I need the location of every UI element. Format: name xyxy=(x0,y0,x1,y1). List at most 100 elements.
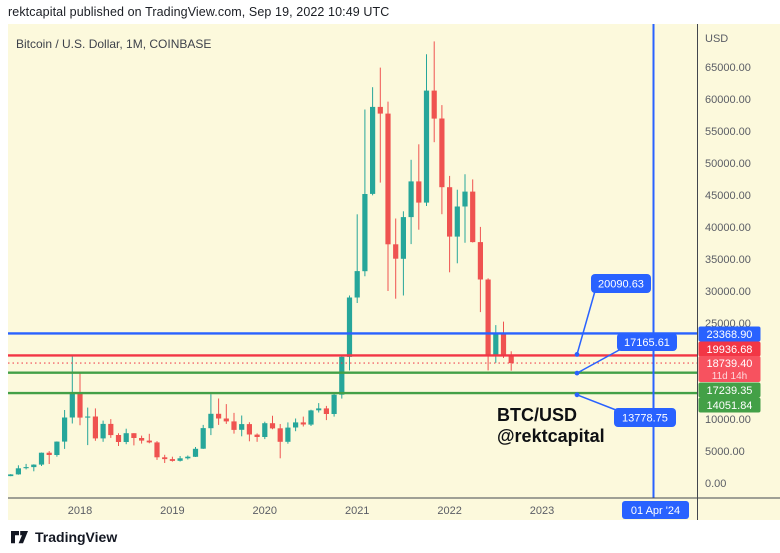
candle-body[interactable] xyxy=(477,242,483,280)
candlestick-series xyxy=(8,41,514,477)
price-chart-canvas[interactable]: USD 65000.00 60000.00 55000.00 50000.00 45000… xyxy=(0,24,780,520)
time-axis-year-2023: 2023 xyxy=(530,505,554,517)
candle-body[interactable] xyxy=(108,423,114,436)
candle-body[interactable] xyxy=(262,423,268,437)
candle-body[interactable] xyxy=(354,271,360,298)
candle-body[interactable] xyxy=(254,434,260,437)
callout-13778.75[interactable]: 13778.75 xyxy=(574,392,676,427)
candle-body[interactable] xyxy=(300,422,306,425)
candle-body[interactable] xyxy=(239,424,245,430)
candle-body[interactable] xyxy=(192,448,199,457)
tradingview-brand-text[interactable]: TradingView xyxy=(35,529,118,545)
callout-price-text: 13778.75 xyxy=(622,413,668,425)
axis-price-label-blue-resistance xyxy=(698,326,761,342)
price-axis-tick: 5000.00 xyxy=(705,446,745,458)
candle-body[interactable] xyxy=(470,191,476,243)
candle-body[interactable] xyxy=(231,421,237,430)
candle-body[interactable] xyxy=(393,244,399,259)
candle-body[interactable] xyxy=(323,408,329,414)
candle-body[interactable] xyxy=(331,394,337,414)
candle-body[interactable] xyxy=(400,217,406,259)
candle-body[interactable] xyxy=(408,181,414,218)
price-axis-tick: 30000.00 xyxy=(705,286,751,298)
candle-body[interactable] xyxy=(447,187,453,237)
candle-body[interactable] xyxy=(162,457,168,460)
candle-body[interactable] xyxy=(431,90,437,119)
time-axis-year-2022: 2022 xyxy=(437,505,461,517)
candle-body[interactable] xyxy=(200,428,206,449)
price-axis-tick: 60000.00 xyxy=(705,94,751,106)
candle-body[interactable] xyxy=(269,423,276,429)
candle-body[interactable] xyxy=(146,440,152,443)
candle-body[interactable] xyxy=(385,113,391,245)
candle-body[interactable] xyxy=(69,392,75,418)
date-marker-box[interactable] xyxy=(622,501,689,519)
candle-body[interactable] xyxy=(185,456,191,459)
candle-body[interactable] xyxy=(208,413,214,429)
candle-body[interactable] xyxy=(123,433,129,442)
callout-box[interactable] xyxy=(617,333,677,351)
axis-price-text: 23368.90 xyxy=(707,329,753,341)
callout-17165.61[interactable]: 17165.61 xyxy=(574,333,677,376)
callout-anchor-dot[interactable] xyxy=(574,352,580,357)
price-axis-tick: 35000.00 xyxy=(705,254,751,266)
candle-body[interactable] xyxy=(377,106,383,114)
candle-body[interactable] xyxy=(423,90,430,203)
callout-anchor-dot[interactable] xyxy=(574,370,580,376)
candle-body[interactable] xyxy=(169,459,175,461)
candle-body[interactable] xyxy=(115,435,122,442)
candle-body[interactable] xyxy=(439,118,445,188)
candle-body[interactable] xyxy=(362,194,368,272)
candle-body[interactable] xyxy=(131,433,137,438)
candle-body[interactable] xyxy=(223,418,229,422)
price-axis-tick: 50000.00 xyxy=(705,158,751,170)
candle-body[interactable] xyxy=(54,441,60,455)
candle-body[interactable] xyxy=(346,297,353,357)
candle-body[interactable] xyxy=(246,424,252,435)
candle-body[interactable] xyxy=(100,423,106,439)
callout-pointer xyxy=(576,394,617,411)
candle-body[interactable] xyxy=(31,464,37,468)
candle-body[interactable] xyxy=(370,106,376,194)
candle-body[interactable] xyxy=(46,452,52,455)
symbol-legend[interactable]: Bitcoin / U.S. Dollar, 1M, COINBASE xyxy=(16,37,212,51)
candle-body[interactable] xyxy=(216,413,222,419)
callout-box[interactable] xyxy=(591,274,651,293)
price-axis-tick: 10000.00 xyxy=(705,414,751,426)
candle-body[interactable] xyxy=(92,416,98,439)
candle-body[interactable] xyxy=(316,408,322,411)
candle-body[interactable] xyxy=(485,279,491,356)
candle-body[interactable] xyxy=(308,410,314,425)
candle-body[interactable] xyxy=(508,354,514,364)
candle-body[interactable] xyxy=(23,467,29,469)
candle-body[interactable] xyxy=(8,474,14,477)
candle-body[interactable] xyxy=(293,422,299,428)
callout-box[interactable] xyxy=(614,408,676,427)
candle-body[interactable] xyxy=(416,181,422,203)
candle-body[interactable] xyxy=(277,428,283,442)
candle-body[interactable] xyxy=(139,438,145,441)
callout-anchor-dot[interactable] xyxy=(574,392,580,398)
candle-body[interactable] xyxy=(77,392,83,418)
candle-body[interactable] xyxy=(15,468,21,475)
candle-body[interactable] xyxy=(339,356,345,395)
candle-body[interactable] xyxy=(85,416,91,418)
candle-body[interactable] xyxy=(285,427,291,442)
callout-20090.63[interactable]: 20090.63 xyxy=(574,274,651,357)
candle-body[interactable] xyxy=(500,333,507,355)
time-axis-year-2021: 2021 xyxy=(345,505,369,517)
candle-body[interactable] xyxy=(454,206,460,237)
candle-body[interactable] xyxy=(38,452,45,465)
candle-body[interactable] xyxy=(154,442,160,458)
callout-price-text: 20090.63 xyxy=(598,279,644,291)
candle-body[interactable] xyxy=(462,191,468,207)
axis-price-label-current-price xyxy=(698,356,761,382)
bar-close-countdown: 11d 14h xyxy=(712,371,747,382)
candle-body[interactable] xyxy=(177,458,183,461)
candle-body[interactable] xyxy=(62,417,68,442)
candle-body[interactable] xyxy=(493,333,499,356)
axis-price-text: 19936.68 xyxy=(707,344,753,356)
chart-background[interactable] xyxy=(8,24,780,520)
price-axis-tick: 55000.00 xyxy=(705,126,751,138)
